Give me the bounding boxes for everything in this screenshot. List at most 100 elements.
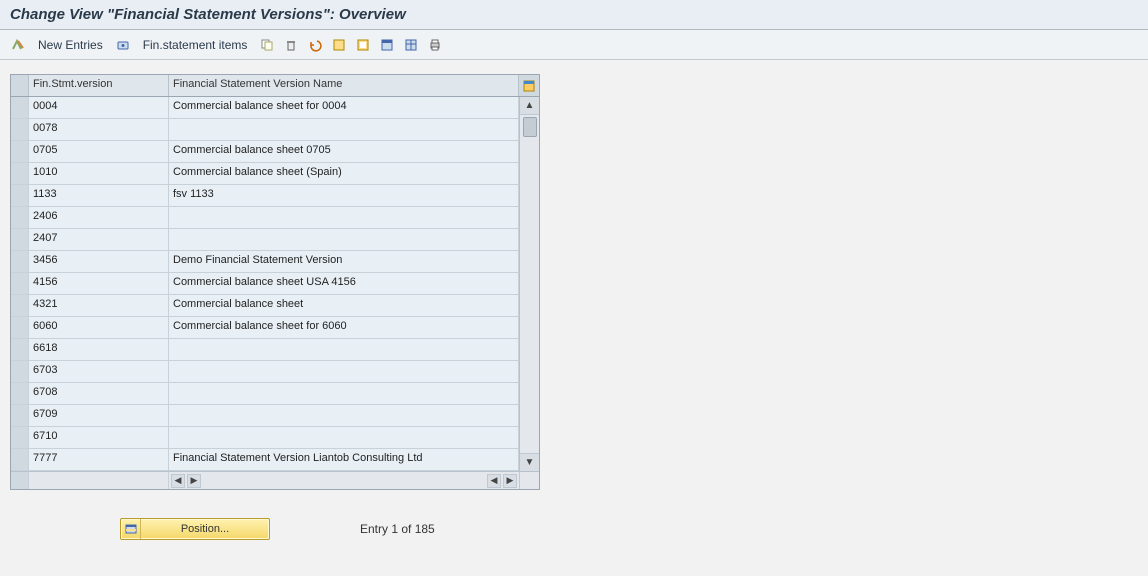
table-row[interactable]: 2407 [11, 229, 519, 251]
scroll-right-inner-icon[interactable]: ▶ [187, 474, 201, 488]
table-row[interactable]: 6618 [11, 339, 519, 361]
cell-name[interactable] [169, 361, 519, 382]
row-selector[interactable] [11, 405, 29, 426]
cell-name[interactable]: Demo Financial Statement Version [169, 251, 519, 272]
table-row[interactable]: 6708 [11, 383, 519, 405]
row-selector[interactable] [11, 119, 29, 140]
deselect-all-icon[interactable] [377, 35, 397, 55]
table-row[interactable]: 0004Commercial balance sheet for 0004 [11, 97, 519, 119]
new-entries-button[interactable]: New Entries [32, 38, 109, 52]
table-row[interactable]: 6703 [11, 361, 519, 383]
table-row[interactable]: 0705Commercial balance sheet 0705 [11, 141, 519, 163]
row-selector[interactable] [11, 427, 29, 448]
position-label: Position... [141, 523, 269, 535]
scroll-right-icon[interactable]: ▶ [503, 474, 517, 488]
row-selector[interactable] [11, 339, 29, 360]
table-row[interactable]: 6709 [11, 405, 519, 427]
cell-version[interactable]: 3456 [29, 251, 169, 272]
cell-name[interactable] [169, 207, 519, 228]
window-title: Change View "Financial Statement Version… [0, 0, 1148, 30]
footer: Position... Entry 1 of 185 [10, 518, 1138, 540]
cell-version[interactable]: 2406 [29, 207, 169, 228]
cell-version[interactable]: 6618 [29, 339, 169, 360]
select-all-icon[interactable] [329, 35, 349, 55]
table-header: Fin.Stmt.version Financial Statement Ver… [11, 75, 539, 97]
toggle-icon[interactable] [8, 35, 28, 55]
cell-version[interactable]: 1010 [29, 163, 169, 184]
cell-name[interactable]: Commercial balance sheet (Spain) [169, 163, 519, 184]
table-row[interactable]: 4156Commercial balance sheet USA 4156 [11, 273, 519, 295]
cell-name[interactable] [169, 229, 519, 250]
table-row[interactable]: 6710 [11, 427, 519, 449]
delete-icon[interactable] [281, 35, 301, 55]
copy-icon[interactable] [257, 35, 277, 55]
row-selector[interactable] [11, 163, 29, 184]
cell-name[interactable]: Financial Statement Version Liantob Cons… [169, 449, 519, 470]
row-selector[interactable] [11, 207, 29, 228]
cell-version[interactable]: 1133 [29, 185, 169, 206]
cell-name[interactable] [169, 405, 519, 426]
cell-name[interactable]: Commercial balance sheet 0705 [169, 141, 519, 162]
cell-version[interactable]: 6060 [29, 317, 169, 338]
position-button[interactable]: Position... [120, 518, 270, 540]
row-selector[interactable] [11, 361, 29, 382]
cell-version[interactable]: 4156 [29, 273, 169, 294]
cell-version[interactable]: 6708 [29, 383, 169, 404]
table-settings-icon[interactable] [401, 35, 421, 55]
cell-version[interactable]: 6710 [29, 427, 169, 448]
cell-name[interactable]: Commercial balance sheet for 0004 [169, 97, 519, 118]
table-config-icon[interactable] [519, 75, 539, 96]
horizontal-scrollbar[interactable]: ◀ ▶ ◀ ▶ [11, 471, 539, 489]
undo-icon[interactable] [305, 35, 325, 55]
row-selector[interactable] [11, 97, 29, 118]
table-row[interactable]: 1133fsv 1133 [11, 185, 519, 207]
table-row[interactable]: 3456Demo Financial Statement Version [11, 251, 519, 273]
cell-version[interactable]: 4321 [29, 295, 169, 316]
column-version-header[interactable]: Fin.Stmt.version [29, 75, 169, 96]
table-row[interactable]: 6060Commercial balance sheet for 6060 [11, 317, 519, 339]
row-selector[interactable] [11, 229, 29, 250]
row-selector[interactable] [11, 383, 29, 404]
cell-version[interactable]: 6709 [29, 405, 169, 426]
scroll-left-inner-icon[interactable]: ◀ [487, 474, 501, 488]
table-row[interactable]: 2406 [11, 207, 519, 229]
select-block-icon[interactable] [353, 35, 373, 55]
details-icon[interactable] [113, 35, 133, 55]
table-row[interactable]: 0078 [11, 119, 519, 141]
cell-version[interactable]: 0004 [29, 97, 169, 118]
cell-name[interactable]: Commercial balance sheet USA 4156 [169, 273, 519, 294]
cell-version[interactable]: 0705 [29, 141, 169, 162]
row-selector[interactable] [11, 317, 29, 338]
table-row[interactable]: 4321Commercial balance sheet [11, 295, 519, 317]
table-row[interactable]: 1010Commercial balance sheet (Spain) [11, 163, 519, 185]
row-selector[interactable] [11, 185, 29, 206]
entry-counter: Entry 1 of 185 [360, 522, 435, 536]
cell-version[interactable]: 2407 [29, 229, 169, 250]
fin-statement-items-button[interactable]: Fin.statement items [137, 38, 254, 52]
row-selector[interactable] [11, 251, 29, 272]
scroll-down-icon[interactable]: ▼ [520, 453, 539, 471]
cell-name[interactable]: Commercial balance sheet for 6060 [169, 317, 519, 338]
cell-name[interactable]: Commercial balance sheet [169, 295, 519, 316]
row-selector[interactable] [11, 449, 29, 470]
scroll-left-icon[interactable]: ◀ [171, 474, 185, 488]
cell-version[interactable]: 0078 [29, 119, 169, 140]
print-icon[interactable] [425, 35, 445, 55]
vertical-scrollbar[interactable]: ▲ ▼ [519, 97, 539, 471]
row-selector[interactable] [11, 295, 29, 316]
table-row[interactable]: 7777Financial Statement Version Liantob … [11, 449, 519, 471]
select-all-column[interactable] [11, 75, 29, 96]
scroll-up-icon[interactable]: ▲ [520, 97, 539, 115]
column-name-header[interactable]: Financial Statement Version Name [169, 75, 519, 96]
cell-name[interactable] [169, 383, 519, 404]
row-selector[interactable] [11, 141, 29, 162]
cell-version[interactable]: 6703 [29, 361, 169, 382]
cell-name[interactable] [169, 339, 519, 360]
cell-version[interactable]: 7777 [29, 449, 169, 470]
row-selector[interactable] [11, 273, 29, 294]
cell-name[interactable]: fsv 1133 [169, 185, 519, 206]
position-icon [121, 519, 141, 539]
scroll-thumb[interactable] [523, 117, 537, 137]
cell-name[interactable] [169, 427, 519, 448]
cell-name[interactable] [169, 119, 519, 140]
